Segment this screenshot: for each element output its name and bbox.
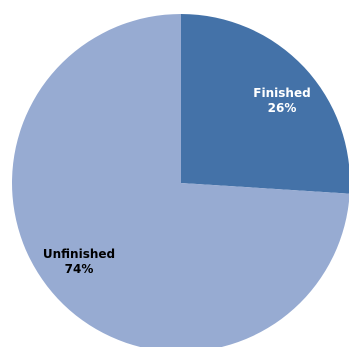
pie-slice-finished [181,14,349,194]
slice-label-name: Finished [253,86,310,100]
pie-labels: Finished 26% Unfinished 74% [43,86,311,276]
slice-label-finished: Finished 26% [253,86,310,115]
pie-slices [12,14,349,347]
slice-label-percent: 26% [268,101,297,115]
pie-slice-unfinished [12,14,349,347]
slice-label-unfinished: Unfinished 74% [43,247,115,276]
slice-label-percent: 74% [65,262,94,276]
slice-label-name: Unfinished [43,247,115,261]
